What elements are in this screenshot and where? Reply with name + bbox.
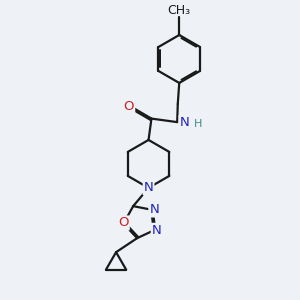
Text: CH₃: CH₃ xyxy=(168,4,191,17)
Text: N: N xyxy=(144,182,153,194)
Text: O: O xyxy=(124,100,134,112)
Text: O: O xyxy=(118,217,129,230)
Text: N: N xyxy=(149,203,159,216)
Text: H: H xyxy=(194,119,202,130)
Text: N: N xyxy=(180,116,189,129)
Text: N: N xyxy=(152,224,161,237)
